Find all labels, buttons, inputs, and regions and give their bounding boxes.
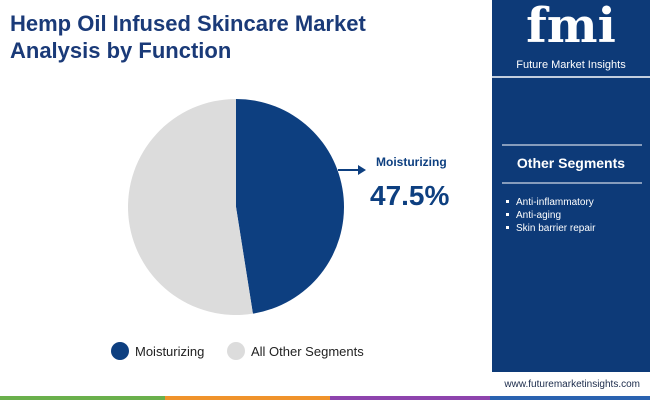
segment-item: Anti-inflammatory [516,197,594,208]
stripe [0,396,165,400]
legend-label: Moisturizing [135,344,204,359]
segment-item: Anti-aging [516,210,561,221]
bullet [506,213,509,216]
side-panel [492,0,650,372]
legend-swatch [111,342,129,360]
url: www.futuremarketinsights.com [503,379,640,390]
bullet [506,200,509,203]
stripe [165,396,330,400]
callout-arrow-head [358,165,366,175]
pie-slice [127,99,253,316]
brand: Future Market Insights [516,59,626,71]
value-label: 47.5% [370,180,449,211]
panel-heading: Other Segments [517,155,625,171]
legend-swatch [227,342,245,360]
segment-item: Skin barrier repair [516,223,596,234]
pie-slice [236,99,344,314]
logo: fmi [526,0,616,54]
bullet [506,226,509,229]
stripe [330,396,490,400]
callout-label: Moisturizing [376,155,447,169]
chart-title: Hemp Oil Infused Skincare Market Analysi… [10,11,366,63]
legend-label: All Other Segments [251,344,364,359]
stripe [490,396,650,400]
